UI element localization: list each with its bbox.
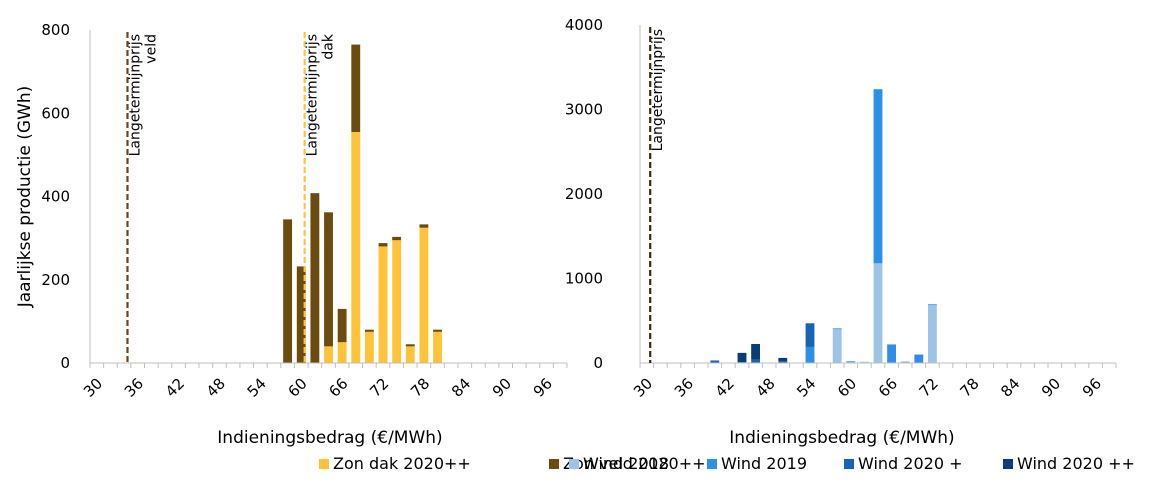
panel1-bar-segment — [324, 212, 333, 347]
panel1-reference-label: Langetermijnprijs — [127, 34, 143, 156]
panel1-x-tick-label: 60 — [284, 375, 310, 401]
panel1-bar-segment — [351, 131, 361, 363]
panel2-bar-segment — [751, 359, 761, 363]
panel1-bar-segment — [296, 266, 306, 363]
panel1-x-tick-label: 48 — [203, 375, 229, 401]
panel1-legend-label: Zon dak 2020++ — [333, 454, 471, 473]
panel2-x-tick-label: 54 — [793, 375, 819, 401]
panel2-bar-segment — [873, 89, 883, 264]
panel2-y-tick-label: 1000 — [565, 270, 603, 288]
panel1-x-tick-label: 90 — [489, 375, 515, 401]
panel1-bar-segment — [378, 246, 388, 363]
panel2-bar-segment — [900, 361, 910, 363]
panel1-y-tick-label: 600 — [41, 104, 70, 122]
panel2-bar-segment — [887, 344, 897, 363]
panel1-bar-segment — [433, 329, 442, 332]
panel2-legend-swatch — [844, 459, 854, 469]
panel1-bar-segment — [405, 346, 415, 363]
panel2-reference-label: Langetermijnprijs — [650, 29, 666, 151]
panel1-bar-segment — [337, 342, 347, 363]
panel2-y-tick-label: 3000 — [565, 101, 603, 119]
panel2-bar-segment — [751, 343, 761, 360]
panel2-y-tick-label: 2000 — [565, 185, 603, 203]
panel1-x-tick-label: 30 — [80, 375, 106, 401]
panel1-x-tick-label: 66 — [325, 375, 351, 401]
panel2-x-tick-label: 66 — [875, 375, 901, 401]
panel2-legend-swatch — [1003, 459, 1013, 469]
panel1-x-tick-label: 72 — [366, 375, 392, 401]
panel1-legend-label: Zon veld 2020++ — [563, 454, 706, 473]
panel2-legend-label: Wind 2019 — [721, 454, 807, 473]
panel2-bar-segment — [873, 263, 883, 363]
panel1-bar-segment — [392, 236, 402, 241]
panel1-reference-label: Langetermijnprijs — [305, 34, 321, 156]
panel2-bar-segment — [805, 323, 815, 347]
panel2-legend-swatch — [569, 459, 579, 469]
panel2-x-axis-title: Indieningsbedrag (€/MWh) — [729, 428, 954, 448]
panel1-bar-segment — [419, 227, 429, 363]
panel2-x-tick-label: 60 — [834, 375, 860, 401]
panel1-legend-swatch — [549, 459, 559, 469]
panel2-bar-segment — [846, 361, 856, 363]
panel1-bar-segment — [351, 44, 361, 132]
panel1-y-tick-label: 200 — [41, 271, 70, 289]
panel1-bar-segment — [419, 224, 429, 228]
panel1-x-tick-label: 96 — [530, 375, 556, 401]
panel1-x-tick-label: 36 — [121, 375, 147, 401]
panel2-bar-segment — [778, 357, 788, 362]
panel1-bar-segment — [364, 331, 374, 363]
panel2-x-tick-label: 48 — [752, 375, 778, 401]
panel2-x-tick-label: 72 — [916, 375, 942, 401]
panel2-legend-label: Wind 2020 ++ — [1017, 454, 1135, 473]
panel1-x-axis-title: Indieningsbedrag (€/MWh) — [217, 428, 442, 448]
panel2-bar-segment — [737, 352, 747, 363]
panel2-legend-swatch — [707, 459, 717, 469]
panel1-bar-segment — [378, 243, 388, 247]
panel1-bar-segment — [364, 329, 374, 332]
panel2-y-tick-label: 0 — [593, 354, 603, 372]
panel1-x-tick-label: 78 — [407, 375, 433, 401]
panel2-bar-segment — [710, 360, 720, 363]
panel1-bar-segment — [283, 219, 293, 363]
panel2-x-tick-label: 96 — [1079, 375, 1105, 401]
panel1-legend-swatch — [319, 459, 329, 469]
panel2-bar-segment — [805, 346, 815, 363]
panel1-bar-segment — [433, 331, 442, 363]
panel2-x-tick-label: 42 — [712, 375, 738, 401]
panel1-y-tick-label: 0 — [60, 354, 70, 372]
panel2-bar-segment — [927, 304, 937, 306]
panel2-bar-segment — [914, 354, 924, 363]
panel2-bar-segment — [832, 328, 842, 330]
panel2-x-tick-label: 30 — [630, 375, 656, 401]
panel2-x-tick-label: 84 — [997, 375, 1023, 401]
panel2-bar-segment — [832, 329, 842, 363]
panel1-bar-segment — [392, 240, 402, 363]
panel2-x-tick-label: 36 — [671, 375, 697, 401]
panel1-y-tick-label: 400 — [41, 188, 70, 206]
panel1-x-tick-label: 42 — [162, 375, 188, 401]
panel2-legend-label: Wind 2020 + — [858, 454, 963, 473]
panel1-bar-segment — [324, 346, 333, 363]
panel2-legend-label: Wind 2018 — [583, 454, 669, 473]
panel2-bar-segment — [859, 361, 869, 363]
panel2-bar-segment — [778, 361, 788, 363]
panel2-x-tick-label: 90 — [1038, 375, 1064, 401]
panel1-bar-segment — [405, 344, 415, 347]
panel1-y-tick-label: 800 — [41, 21, 70, 39]
panel1-x-tick-label: 84 — [448, 375, 474, 401]
panel1-x-tick-label: 54 — [244, 375, 270, 401]
panel1-reference-label: dak — [321, 33, 337, 59]
panel1-bar-segment — [310, 193, 320, 363]
panel2-y-tick-label: 4000 — [565, 16, 603, 34]
panel2-bar-segment — [846, 361, 856, 363]
panel1-y-axis-title: Jaarlijkse productie (GWh) — [15, 86, 35, 309]
panel2-bar-segment — [927, 304, 937, 363]
panel2-x-tick-label: 78 — [956, 375, 982, 401]
panel1-reference-label: veld — [143, 34, 159, 64]
panel1-bar-segment — [337, 308, 347, 343]
